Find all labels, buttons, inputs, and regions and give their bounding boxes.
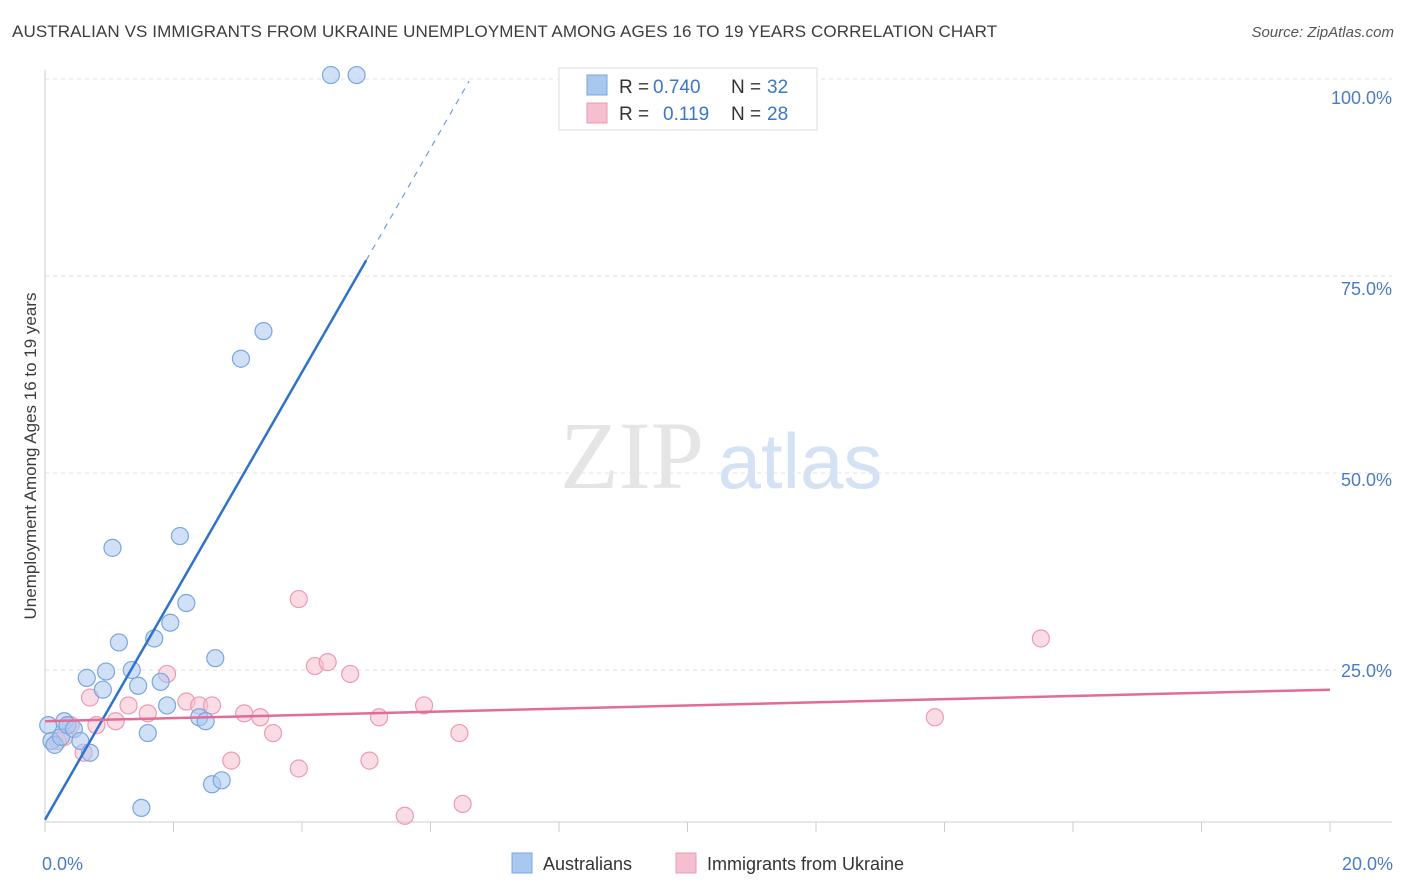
ukraine-point-26: [450, 723, 469, 743]
bottom-legend-label-australians: Australians: [543, 854, 632, 874]
ukraine-point-14: [235, 704, 254, 723]
series-legend: Australians Immigrants from Ukraine: [511, 852, 904, 874]
ukraine-point-28: [925, 708, 944, 727]
legend-r-label-2: R =: [619, 104, 649, 125]
legend-n-value-australians: 32: [767, 77, 788, 98]
ukraine-point-7: [119, 696, 138, 715]
series-ukraine-points: [48, 589, 1050, 825]
y-tick-label-25: 25.0%: [1341, 661, 1392, 681]
bottom-legend-swatch-ukraine: [675, 852, 697, 874]
australians-point-16: [132, 798, 151, 818]
australians-point-21: [161, 613, 180, 632]
australians-point-19: [151, 672, 170, 691]
australians-point-11: [96, 662, 116, 681]
australians-point-17: [138, 723, 157, 743]
chart-title: AUSTRALIAN VS IMMIGRANTS FROM UKRAINE UN…: [12, 22, 998, 41]
bottom-legend-label-ukraine: Immigrants from Ukraine: [707, 854, 904, 874]
australians-point-15: [129, 676, 148, 695]
ukraine-point-17: [289, 759, 308, 778]
ukraine-point-18: [289, 589, 308, 609]
legend-swatch-australians: [586, 74, 608, 96]
ukraine-point-27: [453, 794, 472, 814]
source-label: Source: ZipAtlas.com: [1251, 24, 1394, 41]
australians-point-30: [254, 322, 273, 341]
legend-n-label-2: N =: [731, 104, 761, 125]
y-tick-labels: 100.0% 75.0% 50.0% 25.0%: [1331, 88, 1392, 681]
trend-lines: [43, 80, 1331, 821]
australians-point-22: [170, 526, 190, 546]
ukraine-point-16: [263, 723, 283, 743]
ukraine-point-20: [318, 653, 337, 672]
australians-point-29: [231, 349, 251, 368]
australians-point-25: [196, 712, 215, 731]
watermark: ZIP atlas: [560, 402, 882, 509]
australians-point-27: [206, 649, 225, 668]
legend-n-value-ukraine: 28: [767, 104, 788, 125]
trend-line-australians: [43, 259, 368, 821]
bottom-legend-swatch-australians: [511, 852, 533, 874]
legend-swatch-ukraine: [586, 102, 608, 124]
ukraine-point-25: [414, 696, 434, 715]
australians-point-13: [109, 633, 128, 652]
ukraine-point-22: [360, 751, 379, 770]
trend-line-ukraine: [44, 688, 1331, 723]
x-tick-label-max: 20.0%: [1342, 854, 1393, 874]
ukraine-point-6: [106, 712, 125, 731]
legend-r-value-ukraine: 0.119: [663, 104, 709, 125]
x-axis-ticks: [44, 822, 1331, 832]
ukraine-point-21: [341, 664, 360, 684]
ukraine-point-12: [202, 696, 222, 715]
grid-lines: [45, 78, 1392, 671]
australians-point-20: [157, 696, 177, 715]
australians-point-32: [347, 65, 366, 85]
correlation-legend: R = 0.740 N = 32 R = 0.119 N = 28: [558, 67, 818, 131]
trend-line-australians-extension: [365, 80, 470, 261]
legend-r-value-australians: 0.740: [653, 77, 701, 98]
legend-r-label: R =: [619, 77, 649, 98]
x-tick-labels: 0.0% 20.0%: [42, 854, 1393, 874]
ukraine-point-23: [370, 708, 389, 727]
ukraine-point-13: [222, 751, 241, 770]
x-tick-label-min: 0.0%: [42, 854, 83, 874]
ukraine-point-29: [1031, 629, 1050, 648]
y-tick-label-100: 100.0%: [1331, 88, 1392, 108]
australians-point-8: [77, 668, 96, 687]
y-tick-label-50: 50.0%: [1341, 470, 1392, 490]
watermark-atlas: atlas: [718, 417, 883, 505]
australians-point-31: [321, 65, 341, 85]
australians-point-12: [103, 538, 122, 557]
ukraine-point-24: [395, 806, 414, 825]
watermark-zip: ZIP: [560, 402, 704, 509]
y-axis-title: Unemployment Among Ages 16 to 19 years: [21, 293, 40, 620]
legend-n-label: N =: [731, 77, 761, 98]
axes: [44, 70, 1392, 832]
y-tick-label-75: 75.0%: [1341, 279, 1392, 299]
australians-point-10: [93, 680, 112, 699]
australians-point-23: [177, 593, 196, 613]
australians-point-28: [212, 771, 231, 790]
